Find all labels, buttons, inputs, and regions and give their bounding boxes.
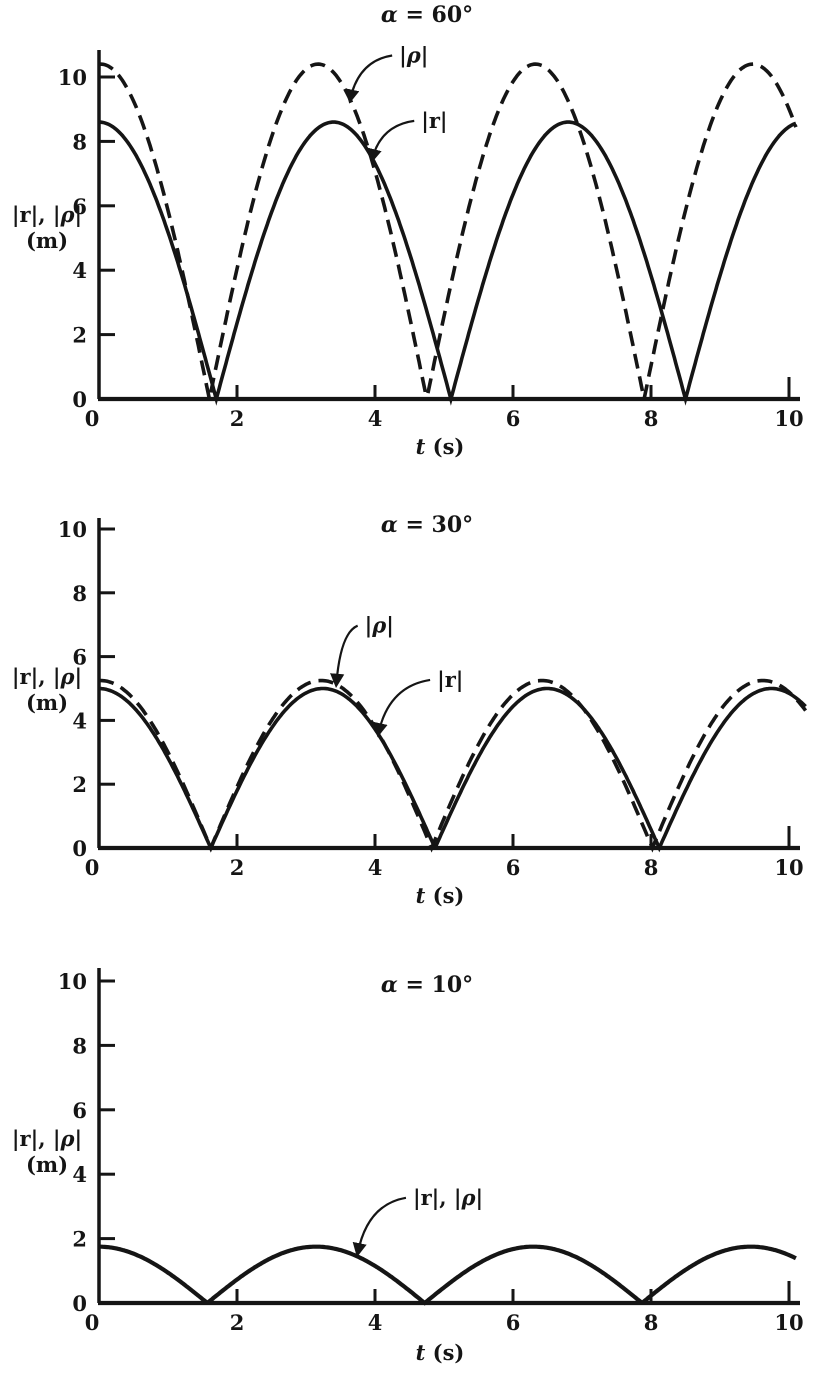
chart-title: α = 60° xyxy=(381,2,473,28)
y-tick-label: 8 xyxy=(72,129,87,154)
y-tick-label: 0 xyxy=(72,1291,87,1316)
curve-label-arrow xyxy=(345,54,393,104)
y-tick-label: 2 xyxy=(72,323,87,348)
y-tick-label: 8 xyxy=(72,1033,87,1058)
y-axis-label: |r|, |ρ| xyxy=(12,1126,82,1151)
curve-label-arrow xyxy=(330,624,359,688)
x-tick-label: 10 xyxy=(774,1310,803,1335)
x-tick-label: 4 xyxy=(368,406,383,431)
y-tick-label: 6 xyxy=(72,1098,87,1123)
x-tick-label: 6 xyxy=(506,406,521,431)
x-tick-label: 0 xyxy=(85,406,100,431)
y-tick-label: 4 xyxy=(72,1162,87,1187)
y-tick-label: 2 xyxy=(72,772,87,797)
r-curve xyxy=(99,120,797,406)
x-tick-label: 6 xyxy=(506,855,521,880)
x-tick-label: 0 xyxy=(85,1310,100,1335)
y-tick-label: 2 xyxy=(72,1227,87,1252)
x-tick-label: 2 xyxy=(230,406,245,431)
x-tick-label: 2 xyxy=(230,1310,245,1335)
curve-label-arrow xyxy=(367,119,415,164)
curve-label-r-rho: |r|, |ρ| xyxy=(413,1185,483,1210)
x-tick-label: 8 xyxy=(644,855,659,880)
x-tick-label: 8 xyxy=(644,1310,659,1335)
y-tick-label: 0 xyxy=(72,836,87,861)
y-axis-label: |r|, |ρ| xyxy=(12,202,82,227)
y-tick-label: 10 xyxy=(58,517,87,542)
x-tick-label: 0 xyxy=(85,855,100,880)
curve-label-r: |r| xyxy=(437,667,463,692)
curve-label-rho: |ρ| xyxy=(365,613,394,638)
x-axis-label: t (s) xyxy=(416,883,465,908)
x-tick-label: 10 xyxy=(774,406,803,431)
x-tick-label: 4 xyxy=(368,855,383,880)
r-curve xyxy=(99,686,807,853)
x-tick-label: 8 xyxy=(644,406,659,431)
y-tick-label: 6 xyxy=(72,194,87,219)
y-tick-label: 10 xyxy=(58,969,87,994)
x-axis-label: t (s) xyxy=(416,1340,465,1365)
r-rho-combined-curve xyxy=(99,1244,797,1306)
y-tick-label: 6 xyxy=(72,645,87,670)
y-axis-units: (m) xyxy=(26,1152,68,1177)
x-tick-label: 10 xyxy=(774,855,803,880)
y-tick-label: 10 xyxy=(58,65,87,90)
y-tick-label: 0 xyxy=(72,387,87,412)
rho-curve xyxy=(98,62,798,400)
y-axis-label: |r|, |ρ| xyxy=(12,664,82,689)
chart-title: α = 10° xyxy=(381,972,473,998)
x-tick-label: 4 xyxy=(368,1310,383,1335)
curve-label-rho: |ρ| xyxy=(399,43,428,68)
chart-title: α = 30° xyxy=(381,512,473,538)
chart-panel-1: α = 30° |r|, |ρ|(m) 0 2 4 6 8 10 0 2 4 6 8 10 t (s) |ρ|… xyxy=(12,512,808,908)
curve-label-arrow xyxy=(373,678,431,738)
rho-curve xyxy=(98,678,808,853)
curve-label-r: |r| xyxy=(421,108,447,133)
x-axis-label: t (s) xyxy=(416,434,465,459)
chart-panel-0: α = 60° |r|, |ρ|(m) 0 2 4 6 8 10 0 2 4 6 8 10 t (s) |ρ|… xyxy=(12,2,804,459)
y-axis-units: (m) xyxy=(26,690,68,715)
x-tick-label: 2 xyxy=(230,855,245,880)
y-tick-label: 4 xyxy=(72,708,87,733)
curve-label-arrow xyxy=(352,1196,407,1258)
y-tick-label: 4 xyxy=(72,258,87,283)
y-tick-label: 8 xyxy=(72,581,87,606)
x-tick-label: 6 xyxy=(506,1310,521,1335)
y-axis-units: (m) xyxy=(26,228,68,253)
